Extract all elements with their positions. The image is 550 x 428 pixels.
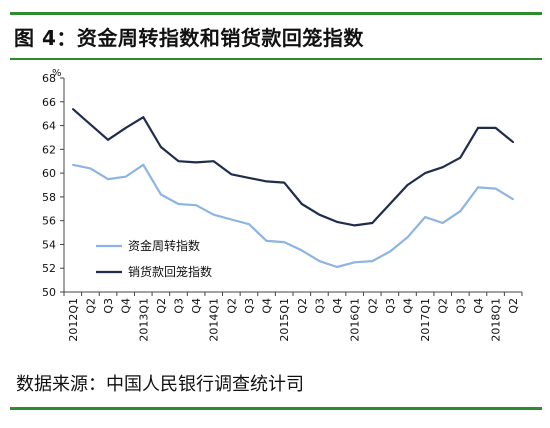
y-tick-label: 52 bbox=[42, 262, 56, 275]
point-sales-collection bbox=[353, 224, 356, 227]
point-funds-turnover bbox=[441, 222, 444, 224]
y-tick-label: 62 bbox=[42, 143, 56, 156]
x-tick-label: Q2 bbox=[296, 298, 309, 314]
point-sales-collection bbox=[477, 127, 479, 129]
bottom-rule bbox=[10, 407, 542, 410]
point-sales-collection bbox=[72, 108, 74, 110]
point-funds-turnover bbox=[212, 213, 215, 216]
x-tick-label: Q3 bbox=[384, 298, 397, 314]
point-sales-collection bbox=[248, 177, 250, 179]
point-funds-turnover bbox=[424, 216, 426, 218]
x-tick-label: Q2 bbox=[225, 298, 238, 314]
point-funds-turnover bbox=[371, 260, 374, 262]
x-tick-label: Q4 bbox=[190, 298, 203, 314]
x-tick-label: Q4 bbox=[120, 298, 133, 314]
point-funds-turnover bbox=[248, 223, 250, 226]
point-funds-turnover bbox=[195, 204, 197, 207]
point-sales-collection bbox=[301, 203, 303, 205]
x-tick-label: Q4 bbox=[331, 298, 344, 314]
point-sales-collection bbox=[212, 160, 215, 163]
point-funds-turnover bbox=[494, 187, 497, 190]
x-tick-label: Q3 bbox=[102, 298, 115, 314]
y-tick-label: 64 bbox=[42, 120, 56, 133]
point-sales-collection bbox=[107, 139, 109, 141]
title-rule bbox=[10, 58, 542, 60]
chart-title: 图 4：资金周转指数和销货款回笼指数 bbox=[14, 26, 364, 50]
point-sales-collection bbox=[459, 156, 462, 159]
point-sales-collection bbox=[371, 222, 374, 224]
y-tick-label: 58 bbox=[42, 191, 56, 204]
legend-label-sales-collection: 销货款回笼指数 bbox=[128, 264, 212, 279]
point-funds-turnover bbox=[265, 240, 268, 242]
point-funds-turnover bbox=[336, 266, 338, 268]
point-sales-collection bbox=[318, 213, 321, 216]
point-funds-turnover bbox=[107, 178, 109, 180]
point-funds-turnover bbox=[353, 261, 356, 264]
point-sales-collection bbox=[142, 116, 145, 119]
point-sales-collection bbox=[265, 180, 268, 183]
x-tick-label: 2015Q1 bbox=[278, 298, 291, 342]
point-funds-turnover bbox=[301, 249, 303, 252]
point-sales-collection bbox=[424, 172, 426, 174]
point-sales-collection bbox=[283, 181, 285, 184]
x-tick-label: Q3 bbox=[313, 298, 326, 314]
point-sales-collection bbox=[406, 184, 409, 186]
point-funds-turnover bbox=[230, 218, 233, 221]
point-funds-turnover bbox=[406, 236, 409, 239]
x-tick-label: Q4 bbox=[261, 298, 274, 314]
x-tick-label: Q2 bbox=[507, 298, 520, 314]
x-tick-label: Q3 bbox=[173, 298, 186, 314]
source-note: 数据来源：中国人民银行调查统计司 bbox=[16, 374, 304, 395]
point-sales-collection bbox=[177, 160, 180, 163]
x-tick-label: 2016Q1 bbox=[349, 298, 362, 342]
x-tick-label: 2014Q1 bbox=[208, 298, 221, 342]
point-funds-turnover bbox=[124, 175, 127, 178]
y-tick-label: 60 bbox=[42, 167, 56, 180]
point-funds-turnover bbox=[512, 198, 514, 201]
point-sales-collection bbox=[441, 166, 444, 168]
point-funds-turnover bbox=[318, 260, 321, 262]
point-sales-collection bbox=[195, 161, 197, 164]
y-unit-label: % bbox=[52, 68, 62, 79]
point-funds-turnover bbox=[72, 163, 74, 166]
x-tick-label: Q2 bbox=[84, 298, 97, 314]
x-tick-label: Q2 bbox=[366, 298, 379, 314]
x-tick-label: Q4 bbox=[402, 298, 415, 314]
x-tick-label: Q4 bbox=[472, 298, 485, 314]
x-tick-label: Q2 bbox=[437, 298, 450, 314]
y-tick-label: 50 bbox=[42, 286, 56, 299]
x-tick-label: 2013Q1 bbox=[137, 298, 150, 342]
point-sales-collection bbox=[160, 146, 162, 148]
x-tick-label: 2017Q1 bbox=[419, 298, 432, 342]
point-sales-collection bbox=[336, 221, 338, 223]
point-funds-turnover bbox=[160, 193, 162, 196]
legend-label-funds-turnover: 资金周转指数 bbox=[128, 238, 200, 253]
point-sales-collection bbox=[494, 127, 497, 129]
point-funds-turnover bbox=[177, 203, 180, 205]
x-tick-label: Q3 bbox=[454, 298, 467, 314]
x-tick-label: 2018Q1 bbox=[490, 298, 503, 342]
x-tick-label: 2012Q1 bbox=[67, 298, 80, 342]
series-line-funds-turnover bbox=[72, 163, 514, 269]
point-sales-collection bbox=[230, 173, 233, 176]
y-tick-label: 66 bbox=[42, 96, 56, 109]
y-tick-label: 56 bbox=[42, 215, 56, 228]
series-line-sales-collection bbox=[72, 108, 514, 227]
top-rule bbox=[10, 12, 542, 15]
x-tick-label: Q3 bbox=[243, 298, 256, 314]
point-funds-turnover bbox=[283, 241, 285, 243]
point-sales-collection bbox=[389, 203, 391, 205]
point-funds-turnover bbox=[477, 186, 479, 189]
point-funds-turnover bbox=[89, 167, 92, 170]
point-sales-collection bbox=[512, 141, 514, 143]
point-funds-turnover bbox=[142, 163, 145, 166]
x-tick-label: Q2 bbox=[155, 298, 168, 314]
point-funds-turnover bbox=[389, 250, 391, 253]
y-tick-label: 68 bbox=[42, 72, 56, 85]
point-sales-collection bbox=[89, 123, 92, 126]
y-tick-label: 54 bbox=[42, 238, 56, 251]
point-sales-collection bbox=[124, 127, 127, 129]
point-funds-turnover bbox=[459, 210, 462, 212]
